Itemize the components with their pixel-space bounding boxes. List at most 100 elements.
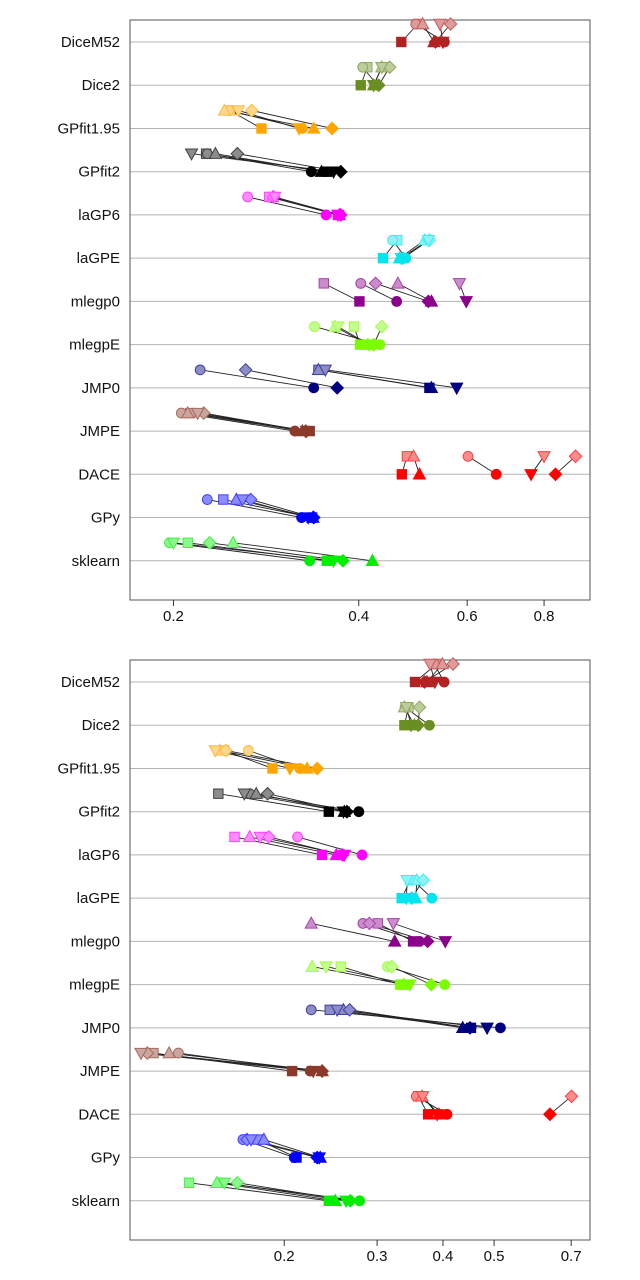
point-before-diamond: [202, 535, 217, 550]
connector-line: [323, 282, 360, 302]
point-after-diamond: [417, 675, 432, 689]
point-after-square: [355, 80, 366, 91]
point-after-circle: [439, 979, 451, 991]
point-before-triangle: [242, 829, 257, 843]
point-after-down-triangle: [292, 123, 306, 136]
connector-line: [197, 412, 307, 432]
category-label: GPfit1.95: [57, 760, 120, 777]
category-label: GPy: [91, 1150, 121, 1167]
point-before-square: [182, 537, 193, 548]
point-after-down-triangle: [427, 676, 442, 690]
category-label: DiceM52: [61, 674, 120, 691]
point-after-down-triangle: [301, 512, 315, 525]
connector-line: [188, 1182, 329, 1202]
point-before-triangle: [305, 959, 320, 972]
x-tick-label: 0.4: [348, 608, 369, 625]
point-after-circle: [391, 295, 403, 307]
chart-panel-1: DiceM52 Dice2 GPfit1.95 GPfit2 laGP6 laGPE mle…: [57, 16, 591, 625]
plot-frame: [129, 19, 591, 601]
point-after-circle: [308, 382, 320, 394]
point-before-down-triangle: [253, 831, 267, 845]
point-after-down-triangle: [404, 720, 418, 733]
point-after-diamond: [325, 121, 339, 136]
connector-line: [245, 369, 338, 389]
category-label: GPfit1.95: [57, 120, 120, 137]
point-after-diamond: [336, 553, 350, 568]
point-before-square: [335, 961, 346, 972]
point-before-triangle: [304, 916, 319, 929]
point-after-triangle: [365, 553, 380, 566]
point-before-diamond: [260, 786, 275, 801]
point-before-down-triangle: [217, 1177, 232, 1191]
connector-line: [200, 369, 314, 389]
point-before-diamond: [218, 743, 233, 758]
point-after-square: [354, 296, 365, 307]
point-before-circle: [305, 1004, 317, 1016]
row-JMP0: [194, 362, 464, 396]
point-before-triangle: [162, 1045, 176, 1059]
point-before-down-triangle: [244, 1134, 258, 1147]
point-before-down-triangle: [318, 364, 333, 378]
point-after-circle: [438, 676, 450, 688]
connector-line: [229, 110, 262, 129]
category-label: sklearn: [72, 553, 120, 570]
connector-line: [263, 1139, 321, 1158]
row-mlegp0: [318, 276, 474, 309]
point-before-square: [229, 831, 240, 843]
point-after-down-triangle: [449, 382, 464, 396]
point-before-diamond: [238, 362, 253, 377]
point-after-circle: [320, 209, 332, 221]
connector-line: [391, 966, 432, 986]
point-before-circle: [194, 364, 206, 376]
point-before-square: [183, 1177, 195, 1188]
category-label: DiceM52: [61, 34, 120, 51]
point-after-square: [377, 252, 389, 264]
point-before-down-triangle: [415, 1091, 430, 1104]
point-after-diamond: [421, 294, 436, 309]
row-DiceM52: [396, 16, 458, 50]
connector-line: [218, 793, 329, 813]
row-Dice2: [355, 59, 397, 93]
category-label: DACE: [78, 466, 120, 483]
point-after-square: [256, 123, 267, 134]
point-before-circle: [242, 745, 254, 756]
point-after-diamond: [548, 467, 563, 482]
point-after-circle: [490, 468, 502, 480]
category-label: JMP0: [82, 1020, 120, 1037]
category-label: laGP6: [78, 847, 120, 864]
point-before-diamond: [362, 916, 377, 931]
point-after-triangle: [314, 164, 329, 177]
point-before-triangle: [208, 146, 223, 159]
point-before-down-triangle: [166, 537, 181, 551]
point-after-diamond: [310, 761, 325, 776]
point-before-triangle: [415, 16, 430, 30]
point-after-circle: [353, 806, 365, 818]
point-after-square: [396, 36, 407, 48]
category-label: mlegp0: [71, 293, 120, 310]
point-before-circle: [201, 494, 213, 505]
category-label: sklearn: [72, 1193, 120, 1210]
point-after-circle: [424, 719, 435, 731]
point-before-diamond: [412, 700, 427, 715]
connector-line: [267, 793, 348, 813]
point-before-circle: [172, 1047, 184, 1059]
point-after-down-triangle: [366, 80, 381, 93]
point-before-diamond: [568, 449, 583, 464]
point-before-circle: [462, 450, 474, 462]
point-before-down-triangle: [190, 407, 205, 421]
category-label: Dice2: [82, 77, 120, 94]
category-label: GPfit2: [78, 164, 120, 181]
point-before-down-triangle: [386, 918, 401, 931]
point-before-down-triangle: [237, 788, 252, 801]
row-DiceM52: [409, 656, 460, 690]
row-mlegp0: [304, 916, 453, 949]
connector-line: [387, 966, 445, 986]
point-after-triangle: [424, 380, 439, 394]
point-after-square: [267, 763, 278, 774]
point-after-square: [396, 469, 408, 480]
category-label: laGP6: [78, 207, 120, 224]
connector-line: [215, 153, 322, 173]
point-after-square: [316, 849, 328, 861]
point-after-down-triangle: [339, 1195, 353, 1209]
